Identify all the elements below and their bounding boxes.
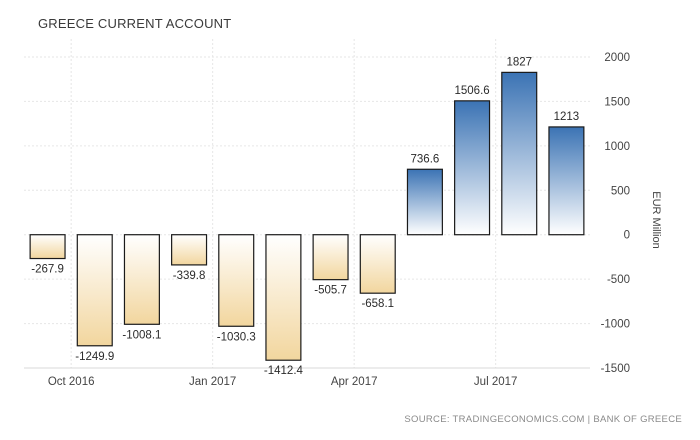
x-tick-label: Jul 2017 <box>474 376 517 388</box>
bar <box>265 234 302 361</box>
data-label: 736.6 <box>411 153 440 165</box>
data-label: 1827 <box>506 56 532 68</box>
y-tick-label: 1500 <box>604 96 630 108</box>
data-label: -1249.9 <box>75 351 114 363</box>
y-tick-label: -1000 <box>601 319 630 331</box>
data-label: -1008.1 <box>122 329 161 341</box>
y-tick-label: 1000 <box>604 141 630 153</box>
chart-title: GREECE CURRENT ACCOUNT <box>38 16 232 31</box>
source-note: SOURCE: TRADINGECONOMICS.COM | BANK OF G… <box>404 414 682 425</box>
data-label: -267.9 <box>31 264 64 276</box>
x-tick-label: Jan 2017 <box>189 376 236 388</box>
bar <box>454 100 491 236</box>
data-label: -339.8 <box>173 270 206 282</box>
y-tick-label: 500 <box>611 185 630 197</box>
bar <box>406 168 443 236</box>
y-axis-ticks: 2000 1500 1000 500 0 -500 -1000 -1500 <box>601 52 630 375</box>
bar <box>76 234 113 347</box>
bar <box>501 71 538 236</box>
y-tick-label: 2000 <box>604 52 630 64</box>
bar <box>29 234 66 260</box>
data-label: -658.1 <box>361 298 394 310</box>
x-tick-label: Oct 2016 <box>48 376 95 388</box>
data-label: -1030.3 <box>217 331 256 343</box>
y-tick-label: -1500 <box>601 363 630 375</box>
data-label: 1213 <box>554 111 580 123</box>
bars: -267.9 -1249.9 -1008.1 -339.8 -1030.3 -1412.4… <box>29 56 585 377</box>
y-tick-label: -500 <box>607 274 630 286</box>
y-axis-label: EUR Million <box>650 191 662 248</box>
bar <box>359 234 396 294</box>
bar <box>548 126 585 236</box>
bar <box>123 234 160 325</box>
bar <box>312 234 349 281</box>
grid-lines <box>24 39 590 369</box>
x-tick-label: Apr 2017 <box>331 376 378 388</box>
bar <box>218 234 255 327</box>
bar <box>171 234 208 266</box>
data-label: -505.7 <box>314 285 347 297</box>
data-label: -1412.4 <box>264 365 304 377</box>
y-tick-label: 0 <box>624 230 630 242</box>
data-label: 1506.6 <box>454 85 489 97</box>
x-axis-ticks: Oct 2016 Jan 2017 Apr 2017 Jul 2017 <box>48 376 518 388</box>
